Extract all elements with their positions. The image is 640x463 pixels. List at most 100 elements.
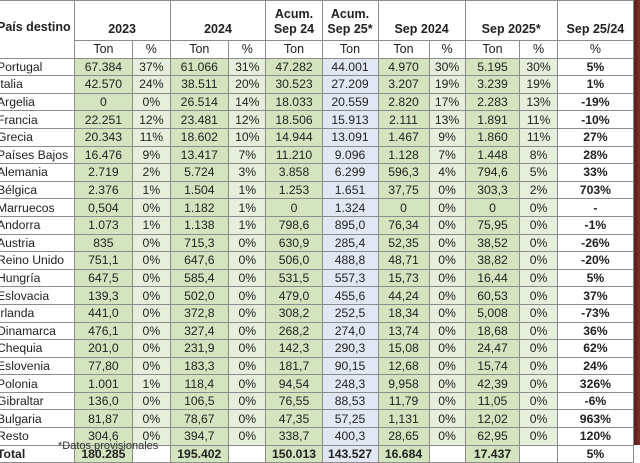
table-row: Eslovacia 139,3 0% 502,0 0% 479,0 455,6 44,24 0%… bbox=[0, 286, 635, 305]
cell-tsep25: 15,74 bbox=[464, 356, 521, 376]
cell-tsep24: 13,74 bbox=[377, 321, 430, 341]
cell-acum25: 285,4 bbox=[321, 233, 379, 253]
cell-t2023: 77,80 bbox=[73, 356, 134, 376]
subheader-ton: Ton bbox=[464, 40, 521, 59]
cell-psep25: 0% bbox=[519, 427, 558, 446]
table-row: Polonia 1.001 1% 118,4 0% 94,54 248,3 9,958 0% 42… bbox=[0, 374, 635, 393]
subheader-ton: Ton bbox=[169, 40, 230, 59]
table-row: Andorra 1.073 1% 1.138 1% 798,6 895,0 76,34 0% 75… bbox=[0, 215, 635, 235]
subheader-pct: % bbox=[228, 40, 267, 59]
cell-country: Reino Unido bbox=[0, 251, 75, 270]
table-row: Portugal 67.384 37% 61.066 31% 47.282 44.001 4.… bbox=[0, 57, 635, 77]
cell-p2024: 0% bbox=[228, 268, 267, 288]
cell-t2024: 1.182 bbox=[169, 198, 230, 217]
cell-tsep25: 1.448 bbox=[464, 145, 521, 165]
table-row: Italia42.57024%38.51120%30.52327.2093.20… bbox=[0, 75, 635, 94]
header-row-groups: País destino 2023 2024 Acum. Sep 24 Acum… bbox=[0, 0, 635, 59]
cell-var: -10% bbox=[556, 110, 635, 129]
cell-acum25: 90,15 bbox=[321, 356, 379, 376]
cell-t2024: 61.066 bbox=[169, 57, 230, 77]
subheader-ton: Ton bbox=[377, 40, 430, 59]
cell-var: 62% bbox=[556, 339, 635, 358]
cell-p2024: 0% bbox=[228, 374, 267, 393]
cell-tsep25: 12,02 bbox=[464, 409, 521, 429]
cell-p2024: 0% bbox=[228, 339, 267, 358]
cell-p2024: 12% bbox=[228, 110, 267, 129]
cell-tsep25: 18,68 bbox=[464, 321, 521, 341]
cell-tsep25: 2.283 bbox=[464, 92, 521, 112]
cell-acum25: 400,3 bbox=[321, 427, 379, 446]
cell-tsep24: 37,75 bbox=[377, 180, 430, 200]
cell-p2024: 1% bbox=[228, 215, 267, 235]
cell-t2023: 81,87 bbox=[73, 409, 134, 429]
cell-country: Austria bbox=[0, 233, 75, 253]
cell-acum25: 27.209 bbox=[321, 75, 379, 94]
cell-acum25: 895,0 bbox=[321, 215, 379, 235]
cell-t2023: 139,3 bbox=[73, 286, 134, 305]
cell-p2024: 0% bbox=[228, 233, 267, 253]
cell-tsep24: 1,131 bbox=[377, 409, 430, 429]
cell-p2024: 0% bbox=[228, 251, 267, 270]
subheader-ton: Ton bbox=[73, 40, 134, 59]
cell-tsep24: 15,73 bbox=[377, 268, 430, 288]
cell-t2023: 0,504 bbox=[73, 198, 134, 217]
cell-t2024: 5.724 bbox=[169, 163, 230, 182]
cell-var: 33% bbox=[556, 163, 635, 182]
cell-p2023: 1% bbox=[132, 215, 171, 235]
table-row: Bélgica 2.376 1% 1.504 1% 1.253 1.651 37,75 0% 30… bbox=[0, 180, 635, 200]
cell-acum25: 15.913 bbox=[321, 110, 379, 129]
cell-acum25: 20.559 bbox=[321, 92, 379, 112]
cell-acum25: 57,25 bbox=[321, 409, 379, 429]
table-row: Hungría 647,5 0% 585,4 0% 531,5 557,3 15,73 0% 16… bbox=[0, 268, 635, 288]
cell-t2023: 16.476 bbox=[73, 145, 134, 165]
cell-tsep24: 28,65 bbox=[377, 427, 430, 446]
cell-t2023: 441,0 bbox=[73, 303, 134, 323]
table-row: Dinamarca 476,1 0% 327,4 0% 268,2 274,0 13,74 0%… bbox=[0, 321, 635, 341]
cell-acum24: 531,5 bbox=[265, 268, 323, 288]
cell-p2024: 0% bbox=[228, 409, 267, 429]
cell-acum24: 142,3 bbox=[265, 339, 323, 358]
cell-p2023: 0% bbox=[132, 233, 171, 253]
cell-psep24: 0% bbox=[428, 303, 466, 323]
cell-acum24: 479,0 bbox=[265, 286, 323, 305]
cell-country: Portugal bbox=[0, 57, 75, 77]
cell-psep24: 0% bbox=[428, 268, 466, 288]
cell-p2023: 2% bbox=[132, 163, 171, 182]
cell-tsep25: 794,6 bbox=[464, 163, 521, 182]
cell-psep25: 0% bbox=[519, 233, 558, 253]
cell-tsep24: 15,08 bbox=[377, 339, 430, 358]
cell-tsep24: 18,34 bbox=[377, 303, 430, 323]
cell-t2023: 1.073 bbox=[73, 215, 134, 235]
cell-p2023: 0% bbox=[132, 286, 171, 305]
cell-acum24: 11.210 bbox=[265, 145, 323, 165]
cell-t2024: 195.402 bbox=[169, 444, 230, 463]
cell-acum25: 252,5 bbox=[321, 303, 379, 323]
cell-var: 703% bbox=[556, 180, 635, 200]
cell-acum25: 1.324 bbox=[321, 198, 379, 217]
cell-var: -26% bbox=[556, 233, 635, 253]
cell-var: -20% bbox=[556, 251, 635, 270]
cell-p2024: 1% bbox=[228, 198, 267, 217]
cell-t2023: 42.570 bbox=[73, 75, 134, 94]
header-country: País destino bbox=[0, 0, 75, 59]
header-acum-sep25: Acum. Sep 25* bbox=[321, 0, 379, 41]
cell-var: 28% bbox=[556, 145, 635, 165]
cell-var: -1% bbox=[556, 215, 635, 235]
cell-acum25: 44.001 bbox=[321, 57, 379, 77]
cell-psep24: 0% bbox=[428, 391, 466, 411]
cell-acum24: 506,0 bbox=[265, 251, 323, 270]
cell-country: Grecia bbox=[0, 127, 75, 147]
cell-t2024: 585,4 bbox=[169, 268, 230, 288]
cell-country: Gibraltar bbox=[0, 391, 75, 411]
cell-tsep24: 2.111 bbox=[377, 110, 430, 129]
cell-psep24: 0% bbox=[428, 215, 466, 235]
cell-psep25: 0% bbox=[519, 321, 558, 341]
subheader-ton: Ton bbox=[321, 40, 379, 59]
cell-psep25 bbox=[519, 444, 558, 463]
cell-var: 5% bbox=[556, 57, 635, 77]
cell-acum24: 30.523 bbox=[265, 75, 323, 94]
cell-p2023: 0% bbox=[132, 303, 171, 323]
cell-country: Países Bajos bbox=[0, 145, 75, 165]
cell-var: 37% bbox=[556, 286, 635, 305]
